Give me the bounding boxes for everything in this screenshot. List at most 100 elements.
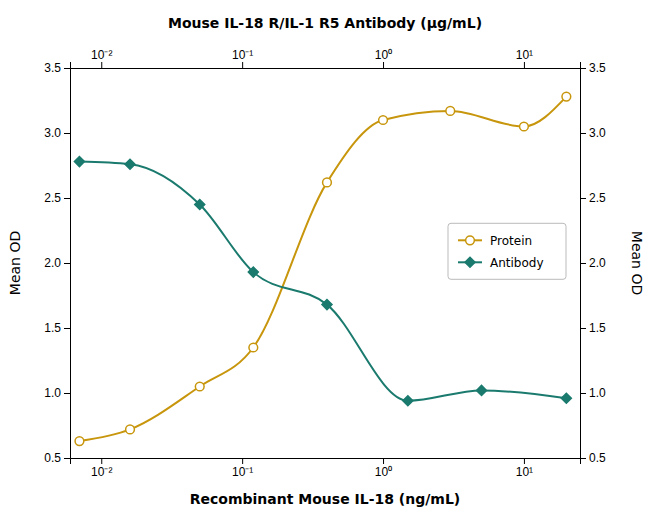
tick-mark: [524, 62, 525, 68]
tick-mark: [64, 133, 70, 134]
tick-mark: [524, 458, 525, 464]
tick: 10⁻²: [91, 458, 112, 479]
series-line: [79, 162, 566, 401]
tick-mark: [242, 458, 243, 464]
tick-mark: [101, 458, 102, 464]
tick-mark: [580, 328, 586, 329]
tick-mark: [242, 62, 243, 68]
legend-item: Antibody: [458, 256, 544, 270]
tick-label: 3.5: [589, 61, 606, 75]
tick: 3.0: [44, 126, 70, 140]
tick-label: 10⁻¹: [232, 48, 253, 62]
tick: 10¹: [516, 48, 533, 68]
data-point: [403, 396, 413, 406]
tick-mark: [64, 263, 70, 264]
plot-area: 10⁻² 10⁻¹ 10⁰ 10¹ 10⁻² 10⁻¹ 10⁰ 10¹ 0.5 1.0 1.5 2.0…: [7, 15, 645, 507]
tick: 3.5: [580, 61, 606, 75]
tick-mark: [64, 328, 70, 329]
tick: 10⁰: [375, 458, 392, 479]
tick-label: 10¹: [516, 465, 533, 479]
data-point: [126, 425, 135, 434]
series: [75, 92, 571, 445]
legend-frame: [448, 223, 566, 279]
tick: 1.5: [580, 321, 606, 335]
tick-label: 1.0: [589, 386, 606, 400]
data-point: [562, 92, 571, 101]
tick-label: 0.5: [44, 451, 61, 465]
data-point: [248, 267, 258, 277]
series: [74, 157, 571, 406]
tick: 2.5: [580, 191, 606, 205]
x2-axis-title: Mouse IL-18 R/IL-1 R5 Antibody (μg/mL): [168, 15, 482, 31]
tick-mark: [101, 62, 102, 68]
legend-marker: [465, 257, 475, 267]
data-point: [322, 300, 332, 310]
tick-label: 10⁰: [375, 465, 392, 479]
data-point: [75, 437, 84, 446]
legend-label: Protein: [490, 234, 532, 248]
tick-label: 2.5: [44, 191, 61, 205]
chart: 10⁻² 10⁻¹ 10⁰ 10¹ 10⁻² 10⁻¹ 10⁰ 10¹ 0.5 1.0 1.5 2.0…: [0, 0, 650, 520]
legend: Protein Antibody: [448, 223, 566, 279]
data-point: [195, 382, 204, 391]
tick-label: 2.5: [589, 191, 606, 205]
tick-label: 2.0: [44, 256, 61, 270]
tick-mark: [383, 458, 384, 464]
tick-label: 3.0: [44, 126, 61, 140]
tick: 10⁻²: [91, 48, 112, 68]
tick: 2.0: [44, 256, 70, 270]
tick: 1.0: [44, 386, 70, 400]
y-axis-title: Mean OD: [7, 231, 23, 295]
tick-label: 1.0: [44, 386, 61, 400]
x-axis-title: Recombinant Mouse IL-18 (ng/mL): [190, 491, 460, 507]
tick: 0.5: [44, 451, 70, 465]
tick: 1.0: [580, 386, 606, 400]
data-point: [195, 199, 205, 209]
marks: [74, 92, 571, 445]
tick-label: 10¹: [516, 48, 533, 62]
legend-item: Protein: [458, 234, 532, 248]
legend-label: Antibody: [490, 256, 544, 270]
axis-line: [581, 69, 587, 459]
tick-mark: [383, 62, 384, 68]
tick-mark: [580, 133, 586, 134]
tick-mark: [580, 198, 586, 199]
x-axis: 10⁻² 10⁻¹ 10⁰ 10¹: [71, 458, 581, 479]
tick-label: 10⁻¹: [232, 465, 253, 479]
tick-label: 10⁰: [375, 48, 392, 62]
tick-label: 3.0: [589, 126, 606, 140]
legend-marker: [466, 236, 475, 245]
axis-line: [64, 69, 71, 459]
tick-mark: [64, 68, 70, 69]
y2-axis-title: Mean OD: [629, 231, 645, 295]
tick-mark: [580, 458, 586, 459]
tick: 2.0: [580, 256, 606, 270]
tick-mark: [580, 263, 586, 264]
data-point: [379, 116, 388, 125]
tick-label: 0.5: [589, 451, 606, 465]
tick: 3.5: [44, 61, 70, 75]
tick-label: 1.5: [44, 321, 61, 335]
tick: 2.5: [44, 191, 70, 205]
tick-mark: [580, 68, 586, 69]
tick-mark: [64, 198, 70, 199]
tick: 10¹: [516, 458, 533, 479]
tick-mark: [580, 393, 586, 394]
tick-mark: [64, 393, 70, 394]
axis-line: [71, 62, 581, 69]
tick-label: 10⁻²: [91, 48, 112, 62]
y2-axis: 0.5 1.0 1.5 2.0 2.5 3.0 3.5: [580, 61, 606, 465]
tick-mark: [64, 458, 70, 459]
data-point: [323, 178, 332, 187]
tick: 10⁰: [375, 48, 392, 68]
data-point: [520, 122, 529, 131]
tick: 10⁻¹: [232, 48, 253, 68]
data-point: [249, 343, 258, 352]
data-point: [74, 157, 84, 167]
y-axis: 0.5 1.0 1.5 2.0 2.5 3.0 3.5: [44, 61, 70, 465]
tick: 10⁻¹: [232, 458, 253, 479]
axis-line: [71, 459, 581, 465]
tick: 1.5: [44, 321, 70, 335]
tick-label: 3.5: [44, 61, 61, 75]
data-point: [125, 159, 135, 169]
